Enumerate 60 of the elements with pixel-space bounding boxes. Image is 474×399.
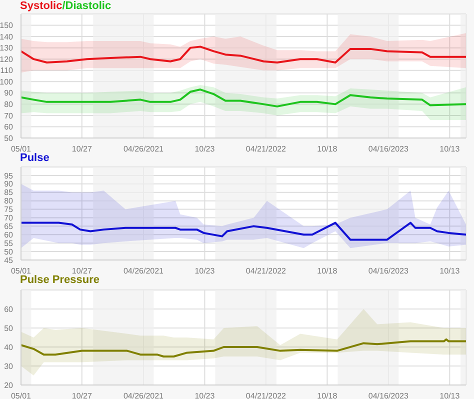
- text: Systolic: [20, 0, 62, 12]
- y-tick-label: 60: [4, 304, 14, 314]
- y-tick-label: 80: [4, 196, 14, 206]
- x-tick-label: 10/23: [194, 266, 216, 276]
- x-tick-label: 10/13: [440, 144, 460, 154]
- y-tick-label: 20: [4, 380, 14, 390]
- y-tick-label: 85: [4, 188, 14, 198]
- y-tick-label: 60: [4, 230, 14, 240]
- x-tick-label: 10/27: [72, 266, 92, 276]
- x-tick-label: 10/27: [72, 392, 92, 399]
- x-tick-label: 04/26/2021: [123, 266, 164, 276]
- line-series: [21, 46, 466, 64]
- x-tick-label: 04/16/2023: [368, 392, 409, 399]
- y-tick-label: 40: [4, 342, 14, 352]
- x-tick-label: 04/21/2022: [246, 266, 287, 276]
- line-series: [21, 338, 466, 358]
- x-tick-label: 05/01: [10, 392, 32, 399]
- text: Pulse Pressure: [20, 274, 100, 286]
- x-tick-label: 10/27: [72, 144, 92, 154]
- y-tick-label: 50: [4, 324, 14, 333]
- x-tick-label: 10/18: [317, 266, 338, 276]
- x-tick-label: 05/01: [10, 266, 32, 276]
- x-tick-label: 10/23: [194, 392, 216, 399]
- x-tick-label: 10/23: [194, 144, 216, 154]
- x-tick-label: 04/16/2023: [368, 144, 409, 154]
- line-series: [21, 88, 466, 108]
- y-tick-label: 55: [4, 238, 14, 248]
- x-tick-label: 10/18: [317, 392, 338, 399]
- y-tick-label: 50: [4, 134, 14, 143]
- y-tick-label: 30: [4, 362, 14, 371]
- y-tick-label: 75: [4, 205, 14, 214]
- y-tick-label: 150: [0, 21, 14, 30]
- y-tick-label: 80: [4, 100, 14, 110]
- x-tick-label: 04/16/2023: [368, 266, 409, 276]
- x-tick-label: 04/21/2022: [246, 144, 287, 154]
- y-tick-label: 90: [4, 88, 14, 98]
- y-tick-label: 140: [0, 32, 14, 42]
- text: Pulse: [20, 152, 50, 164]
- y-tick-label: 70: [4, 214, 14, 223]
- x-tick-label: 04/26/2021: [123, 144, 164, 154]
- y-tick-label: 110: [0, 66, 14, 76]
- x-tick-label: 10/13: [440, 266, 460, 276]
- y-tick-label: 90: [4, 180, 14, 189]
- x-tick-label: 04/21/2022: [246, 392, 287, 399]
- y-tick-label: 45: [4, 256, 14, 265]
- x-tick-label: 05/01: [10, 144, 32, 154]
- x-tick-label: 04/26/2021: [123, 392, 164, 399]
- x-tick-label: 10/18: [317, 144, 338, 154]
- y-tick-label: 50: [4, 247, 14, 256]
- text: Diastolic: [65, 0, 112, 12]
- y-tick-label: 100: [0, 77, 14, 86]
- y-tick-label: 120: [0, 54, 14, 64]
- y-tick-label: 60: [4, 122, 14, 132]
- text: /: [62, 0, 66, 12]
- y-tick-label: 95: [4, 171, 14, 180]
- y-tick-label: 130: [0, 44, 14, 53]
- x-tick-label: 10/13: [440, 392, 460, 399]
- line-series: [21, 222, 466, 241]
- y-tick-label: 65: [4, 222, 14, 232]
- y-tick-label: 70: [4, 111, 14, 120]
